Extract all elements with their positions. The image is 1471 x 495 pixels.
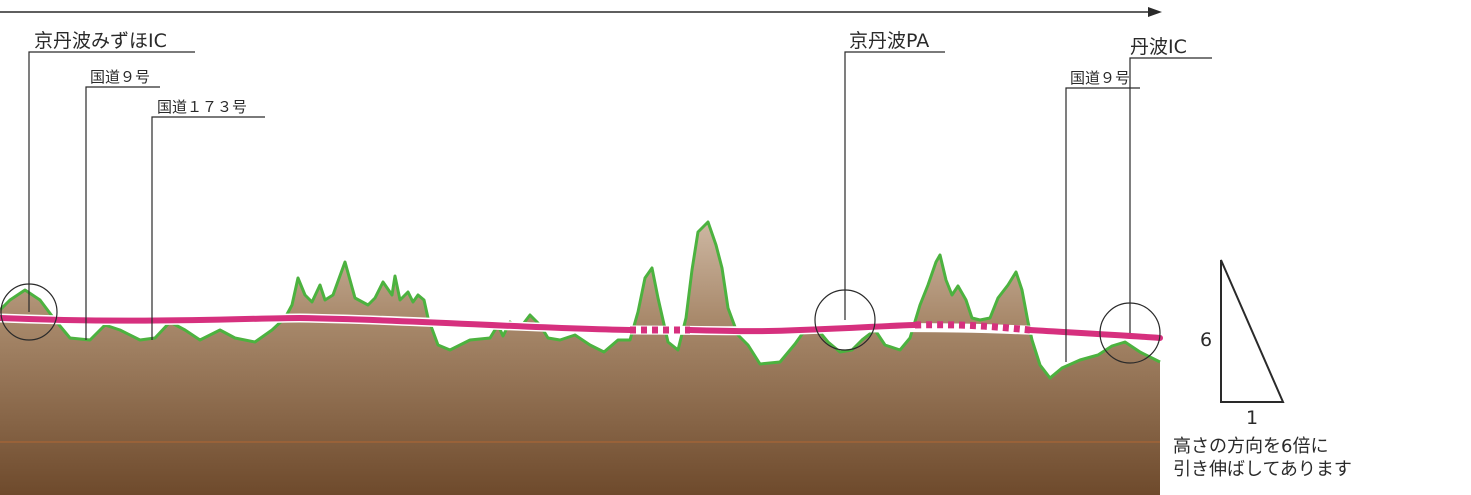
marker-route9-b: 国道９号 (1065, 69, 1140, 362)
note-line-1: 高さの方向を6倍に (1173, 436, 1329, 457)
terrain-profile (0, 222, 1160, 495)
tunnel-section-2 (914, 321, 1031, 334)
label-route9-a: 国道９号 (90, 68, 150, 86)
marker-kyotamba-mizuho-ic: 京丹波みずほIC (0, 30, 195, 341)
marker-kyotamba-pa: 京丹波PA (814, 30, 945, 351)
label-route173: 国道１７３号 (157, 98, 247, 116)
road-line (0, 314, 633, 333)
marker-tamba-ic: 丹波IC (1099, 36, 1212, 364)
label-route9-b: 国道９号 (1070, 69, 1130, 87)
scale-triangle: 6 1 (1200, 259, 1285, 429)
scale-horizontal-label: 1 (1246, 407, 1258, 429)
label-kyotamba-pa: 京丹波PA (849, 30, 929, 52)
note-line-2: 引き伸ばしてあります (1173, 459, 1352, 480)
label-tamba-ic: 丹波IC (1130, 36, 1187, 58)
road-line-2 (687, 322, 918, 335)
scale-vertical-label: 6 (1200, 329, 1212, 351)
marker-route173: 国道１７３号 (151, 98, 265, 340)
road-line-3 (1027, 327, 1163, 341)
label-kyotamba-mizuho-ic: 京丹波みずほIC (34, 30, 167, 52)
marker-route9-a: 国道９号 (85, 68, 160, 340)
direction-arrow (0, 7, 1162, 17)
exaggeration-note: 高さの方向を6倍に 引き伸ばしてあります (1173, 435, 1352, 481)
